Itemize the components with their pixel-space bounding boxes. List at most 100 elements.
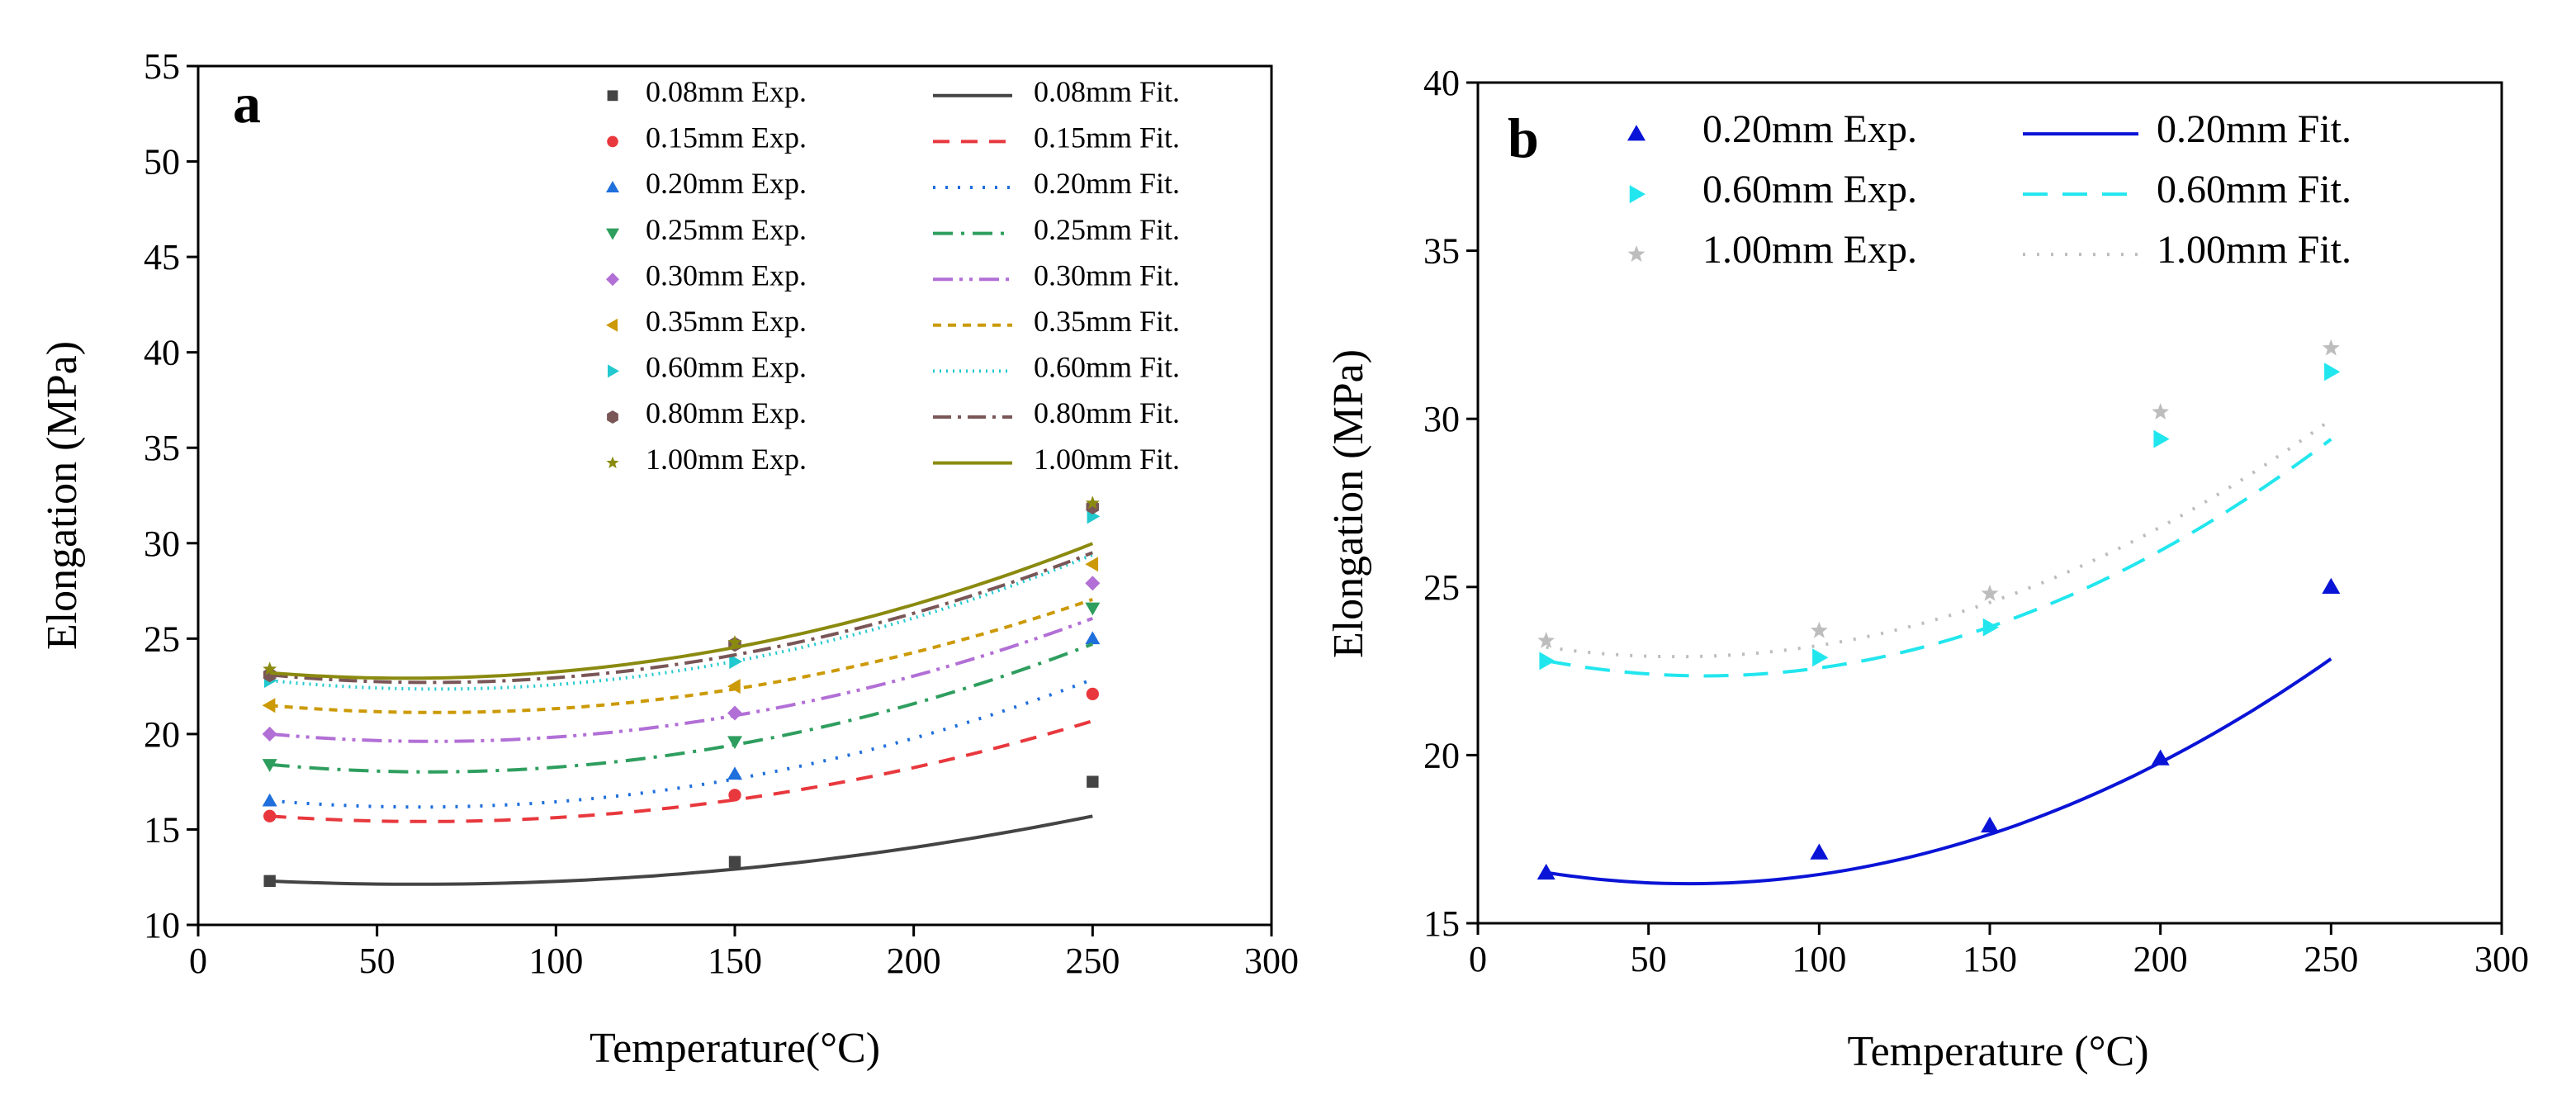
chart-a-y-tick-label: 25 [144, 619, 180, 659]
chart-b-point-1.00mm-3 [2152, 403, 2170, 420]
chart-a-legend-marker-0.60mm [608, 364, 619, 378]
chart-b-legend-exp-label: 1.00mm Exp. [1702, 228, 1917, 272]
chart-b-point-1.00mm-4 [2322, 339, 2340, 356]
chart-b-point-1.00mm-2 [1981, 584, 1999, 601]
chart-a-legend-exp-label: 0.35mm Exp. [646, 305, 807, 338]
chart-a-legend-fit-label: 0.35mm Fit. [1034, 305, 1180, 338]
chart-b-legend-exp-label: 0.60mm Exp. [1702, 168, 1917, 211]
chart-b-legend-fit-label: 0.60mm Fit. [2157, 168, 2351, 211]
chart-a-point-0.60mm-1 [729, 654, 742, 670]
chart-b-x-axis-title: Temperature (°C) [1847, 1028, 2148, 1075]
chart-a-fit-line-0.08mm [269, 814, 1093, 886]
chart-b-x-tick-label: 250 [2304, 939, 2358, 979]
chart-b-legend-marker-0.20mm [1627, 125, 1646, 141]
chart-a-point-0.35mm-2 [1085, 557, 1099, 572]
chart-b-legend-exp-label: 0.20mm Exp. [1702, 107, 1917, 151]
chart-b-point-1.00mm-1 [1810, 621, 1828, 638]
chart-a-y-axis-title: Elongation (MPa) [39, 341, 86, 650]
chart-a-x-tick-label: 150 [708, 941, 762, 981]
chart-a-x-tick-label: 250 [1065, 941, 1120, 981]
chart-a-y-tick-label: 20 [144, 714, 180, 755]
chart-a-legend-marker-0.20mm [606, 181, 619, 192]
chart-b-point-0.60mm-4 [2324, 363, 2341, 382]
chart-b-x-tick-label: 300 [2474, 939, 2529, 979]
chart-a-legend-exp-label: 1.00mm Exp. [646, 443, 807, 476]
chart-b-point-0.20mm-0 [1537, 863, 1556, 880]
chart-b-legend: 0.20mm Exp. 0.20mm Fit. 0.60mm Exp. 0.60mm … [1627, 107, 2351, 272]
chart-a-ticks: 0 50 100 150 200 250 300 10 15 20 25 30 35 40 45 50 55 [144, 46, 1299, 981]
chart-a-y-tick-label: 55 [144, 46, 180, 87]
chart-b-legend-marker-0.60mm [1629, 185, 1646, 204]
chart-a-x-tick-label: 50 [359, 941, 395, 981]
chart-a-point-0.25mm-1 [727, 736, 742, 750]
chart-a-legend-fit-label: 0.15mm Fit. [1034, 121, 1180, 154]
chart-a-fit-line-0.25mm [269, 642, 1094, 774]
chart-a-point-0.35mm-0 [262, 698, 276, 713]
chart-b-x-tick-label: 150 [1963, 939, 2017, 979]
chart-a-legend-fit-label: 0.08mm Fit. [1034, 75, 1180, 108]
chart-a-legend-marker-0.30mm [606, 273, 619, 287]
chart-a-point-0.08mm-2 [1087, 775, 1099, 788]
chart-a-y-tick-label: 40 [144, 333, 180, 373]
chart-a-legend-exp-label: 0.80mm Exp. [646, 396, 807, 429]
chart-a-panel-label: a [233, 72, 261, 135]
chart-b-fit-line-0.60mm [1546, 438, 2332, 678]
chart-b-y-tick-label: 15 [1423, 903, 1460, 944]
chart-a-legend-fit-label: 0.25mm Fit. [1034, 213, 1180, 246]
chart-a-legend-marker-0.15mm [607, 135, 618, 148]
chart-b-panel-label: b [1508, 107, 1539, 169]
chart-a-legend-marker-0.25mm [606, 228, 619, 240]
chart-a-point-0.20mm-1 [727, 766, 742, 780]
chart-a-point-1.00mm-1 [727, 635, 742, 649]
chart-a-x-tick-label: 200 [887, 941, 941, 981]
chart-b-fit-line-1.00mm [1546, 418, 2332, 659]
chart-a-point-0.30mm-2 [1085, 576, 1101, 591]
chart-a-y-tick-label: 15 [144, 809, 180, 850]
chart-a-legend-exp-label: 0.20mm Exp. [646, 167, 807, 200]
chart-a-legend-marker-1.00mm [606, 456, 619, 469]
chart-b-x-tick-label: 0 [1469, 939, 1487, 979]
chart-b-point-0.20mm-1 [1810, 843, 1829, 860]
chart-panel-b: 0 50 100 150 200 250 300 15 20 25 30 35 40 b Tempera… [1325, 63, 2529, 1075]
chart-a-legend-marker-0.08mm [607, 90, 618, 102]
chart-b-ticks: 0 50 100 150 200 250 300 15 20 25 30 35 40 [1423, 63, 2529, 979]
chart-a-point-1.00mm-2 [1085, 495, 1100, 510]
chart-b-point-0.60mm-0 [1539, 652, 1556, 671]
chart-a-legend: 0.08mm Exp. 0.08mm Fit. 0.15mm Exp. 0.15mm … [606, 75, 1180, 476]
chart-b-legend-fit-label: 1.00mm Fit. [2157, 228, 2351, 272]
chart-b-legend-marker-1.00mm [1627, 245, 1646, 262]
chart-b-y-tick-label: 35 [1423, 231, 1460, 272]
chart-a-x-tick-label: 100 [528, 941, 583, 981]
chart-b-y-tick-label: 20 [1423, 735, 1460, 775]
chart-a-x-tick-label: 300 [1244, 941, 1299, 981]
chart-a-legend-exp-label: 0.60mm Exp. [646, 351, 807, 384]
chart-a-legend-fit-label: 0.60mm Fit. [1034, 351, 1180, 384]
chart-b-legend-fit-label: 0.20mm Fit. [2157, 107, 2351, 151]
chart-a-legend-fit-label: 1.00mm Fit. [1034, 443, 1180, 476]
chart-a-point-0.30mm-1 [727, 705, 742, 721]
chart-b-x-tick-label: 50 [1631, 939, 1667, 979]
chart-a-legend-marker-0.80mm [607, 410, 618, 424]
chart-a-point-0.30mm-0 [262, 726, 277, 742]
chart-b-y-axis-title: Elongation (MPa) [1325, 349, 1372, 658]
chart-b-plot-area [1537, 339, 2341, 886]
chart-b-point-0.20mm-3 [2151, 749, 2170, 766]
chart-a-legend-marker-0.35mm [606, 318, 618, 332]
chart-a-fit-line-0.35mm [269, 598, 1093, 714]
chart-b-point-0.60mm-2 [1982, 618, 1999, 637]
chart-a-fit-line-0.60mm [269, 552, 1094, 691]
chart-a-legend-fit-label: 0.20mm Fit. [1034, 167, 1180, 200]
chart-a-point-1.00mm-0 [263, 661, 277, 675]
chart-a-y-tick-label: 35 [144, 428, 180, 468]
chart-a-point-0.15mm-0 [263, 809, 277, 822]
chart-a-legend-fit-label: 0.80mm Fit. [1034, 396, 1180, 429]
chart-b-x-tick-label: 200 [2133, 939, 2188, 979]
chart-a-legend-fit-label: 0.30mm Fit. [1034, 258, 1180, 292]
chart-a-x-axis-title: Temperature(°C) [590, 1025, 880, 1072]
chart-b-x-tick-label: 100 [1792, 939, 1846, 979]
chart-a-legend-exp-label: 0.08mm Exp. [646, 75, 807, 108]
chart-a-legend-exp-label: 0.15mm Exp. [646, 121, 807, 154]
chart-b-point-0.20mm-4 [2322, 577, 2341, 595]
chart-a-legend-exp-label: 0.25mm Exp. [646, 213, 807, 246]
